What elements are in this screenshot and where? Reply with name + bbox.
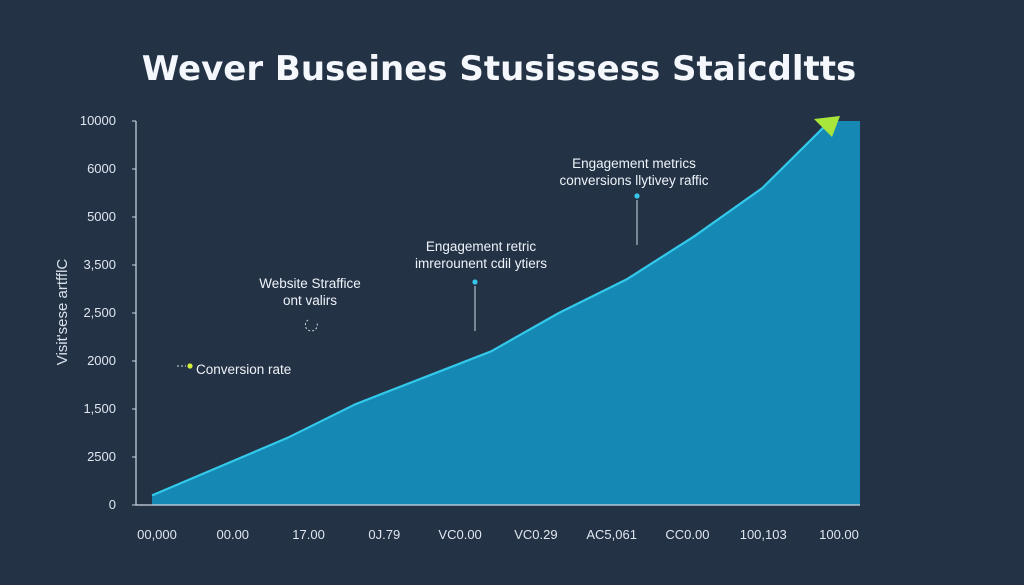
- annotation-text: Engagement metrics: [572, 156, 696, 171]
- x-tick-label: CC0.00: [665, 527, 709, 542]
- dashed-marker-icon: [304, 319, 318, 332]
- trend-arrow-icon: [814, 116, 840, 137]
- area-fill: [152, 121, 860, 505]
- annotation-engagement2: Engagement metrics conversions llytivey r…: [559, 156, 708, 188]
- y-tick-label: 0: [109, 497, 116, 512]
- annotation-markers: [177, 193, 640, 369]
- y-tick-label: 3,500: [83, 257, 116, 272]
- y-tick-label: 1,500: [83, 401, 116, 416]
- annotation-text: Engagement retric: [426, 239, 537, 254]
- y-tick-label: 2,500: [83, 305, 116, 320]
- x-tick-label: AC5,061: [586, 527, 637, 542]
- annotation-text: imrerounent cdil ytiers: [415, 256, 547, 271]
- engagement-dot-icon: [472, 279, 478, 285]
- annotation-text: conversions llytivey raffic: [559, 173, 708, 188]
- annotations: Conversion rate Website Straffice ont vali…: [177, 156, 709, 377]
- x-tick-label: VC0.00: [438, 527, 481, 542]
- annotation-conversion: Conversion rate: [196, 362, 291, 377]
- area-layer: [151, 116, 860, 505]
- x-tick-label: 17.00: [292, 527, 325, 542]
- y-axis-label: Visit'sese artfflC: [54, 259, 71, 366]
- annotation-website: Website Straffice ont valirs: [259, 276, 361, 308]
- x-tick-label: 00,000: [137, 527, 177, 542]
- annotation-text: Website Straffice: [259, 276, 361, 291]
- x-tick-label: VC0.29: [514, 527, 557, 542]
- y-tick-label: 6000: [87, 161, 116, 176]
- annotation-text: ont valirs: [283, 293, 337, 308]
- y-tick-label: 2000: [87, 353, 116, 368]
- y-tick-label: 5000: [87, 209, 116, 224]
- y-ticks: 0 2500 1,500 2000 2,500 3,500 5000 6000 10000: [80, 113, 136, 512]
- conversion-dot-icon: [187, 363, 193, 369]
- engagement-dot-icon: [634, 193, 640, 199]
- x-tick-label: 0J.79: [368, 527, 400, 542]
- y-tick-label: 10000: [80, 113, 116, 128]
- chart-title: Wever Buseines Stusissess Staicdltts: [142, 49, 857, 89]
- y-tick-label: 2500: [87, 449, 116, 464]
- annotation-engagement1: Engagement retric imrerounent cdil ytiers: [415, 239, 547, 271]
- annotation-text: Conversion rate: [196, 362, 291, 377]
- x-tick-label: 100.00: [819, 527, 859, 542]
- x-tick-label: 100,103: [740, 527, 787, 542]
- x-tick-label: 00.00: [217, 527, 250, 542]
- x-ticks: 00,000 00.00 17.00 0J.79 VC0.00 VC0.29 AC5,061…: [137, 527, 859, 542]
